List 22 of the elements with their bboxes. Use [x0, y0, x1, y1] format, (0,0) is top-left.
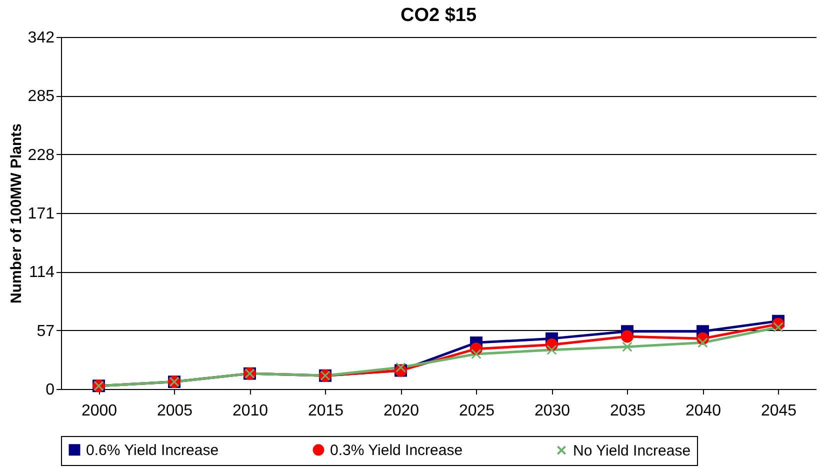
chart-title: CO2 $15 — [400, 5, 477, 26]
x-tick-label: 2005 — [156, 402, 193, 420]
x-tick-label: 2020 — [383, 402, 420, 420]
y-tick-label: 114 — [28, 264, 55, 282]
x-tick-label: 2010 — [232, 402, 268, 420]
y-axis-title: Number of 100MW Plants — [8, 123, 25, 304]
legend-label: No Yield Increase — [573, 442, 691, 460]
x-tick-label: 2040 — [685, 402, 722, 420]
x-tick-label: 2045 — [760, 402, 797, 420]
legend-label: 0.6% Yield Increase — [86, 442, 219, 459]
legend-label: 0.3% Yield Increase — [330, 442, 463, 459]
y-tick-label: 228 — [28, 146, 55, 164]
y-tick-label: 171 — [28, 206, 55, 222]
y-tick-label: 0 — [46, 382, 55, 398]
y-tick-label: 285 — [28, 88, 55, 106]
x-tick-label: 2030 — [534, 402, 570, 420]
x-tick-label: 2035 — [610, 402, 646, 420]
y-tick-label: 57 — [36, 322, 55, 340]
x-tick-label: 2000 — [81, 402, 118, 420]
x-tick-label: 2015 — [308, 402, 344, 420]
x-tick-label: 2025 — [458, 402, 495, 420]
y-tick-label: 342 — [28, 30, 55, 46]
